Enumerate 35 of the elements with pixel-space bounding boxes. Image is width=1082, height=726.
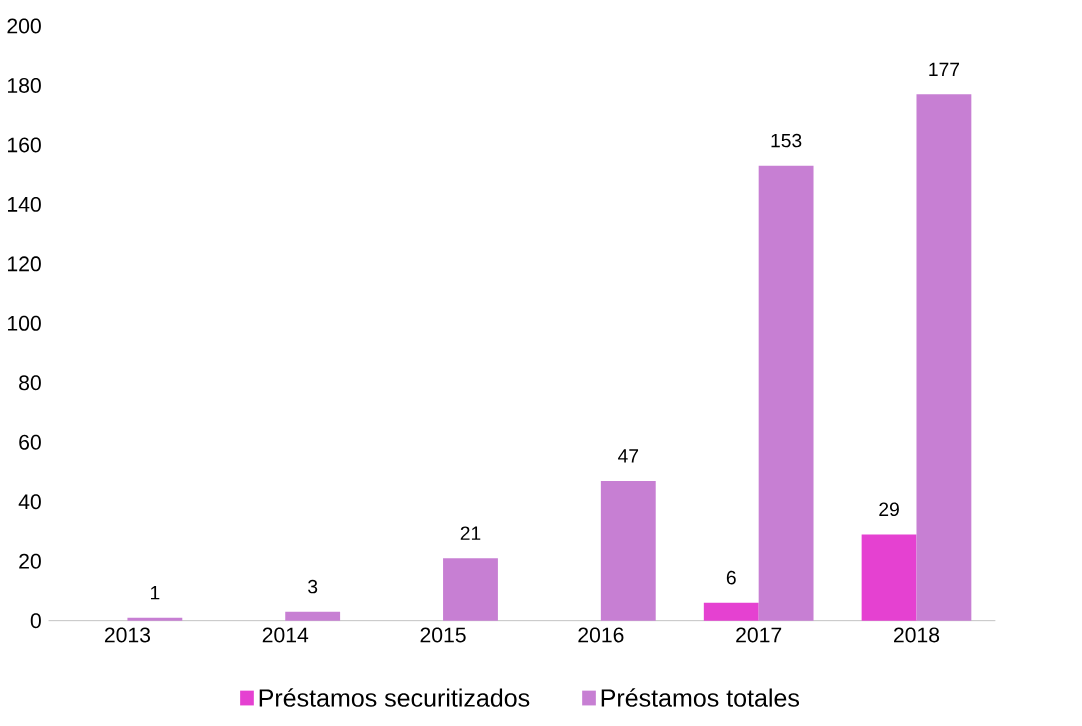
data-label: 47	[618, 449, 639, 463]
y-tick-label: 100	[8, 316, 41, 332]
legend-label: Préstamos securitizados	[259, 688, 530, 708]
bar	[127, 617, 183, 621]
x-tick-label: 2017	[736, 627, 782, 643]
y-tick-label: 60	[19, 435, 41, 450]
data-label: 3	[308, 579, 318, 594]
x-tick-label: 2013	[104, 627, 151, 643]
x-tick-label: 2015	[420, 627, 466, 643]
x-tick-label: 2016	[578, 627, 624, 643]
y-tick-label: 80	[19, 375, 41, 391]
bar	[600, 481, 656, 621]
data-label: 29	[879, 502, 899, 517]
data-label: 177	[929, 62, 960, 77]
y-tick-label: 120	[8, 256, 41, 272]
y-tick-label: 0	[30, 613, 41, 629]
legend-label: Préstamos totales	[601, 688, 800, 708]
x-tick-label: 2018	[894, 627, 940, 643]
data-label: 6	[726, 571, 736, 585]
bar	[703, 603, 759, 621]
y-tick-label: 160	[8, 137, 41, 153]
y-tick-label: 40	[18, 494, 41, 510]
y-tick-label: 200	[7, 18, 41, 34]
bar	[285, 611, 341, 621]
y-tick-label: 20	[19, 553, 41, 569]
y-tick-label: 140	[8, 197, 41, 213]
x-tick-label: 2014	[262, 627, 309, 643]
bar	[916, 94, 972, 621]
bar	[443, 558, 498, 621]
bar	[861, 534, 917, 621]
bar	[758, 165, 814, 621]
data-label: 1	[150, 586, 160, 600]
data-label: 153	[771, 133, 802, 148]
data-label: 21	[460, 526, 481, 541]
y-tick-label: 180	[8, 78, 41, 94]
